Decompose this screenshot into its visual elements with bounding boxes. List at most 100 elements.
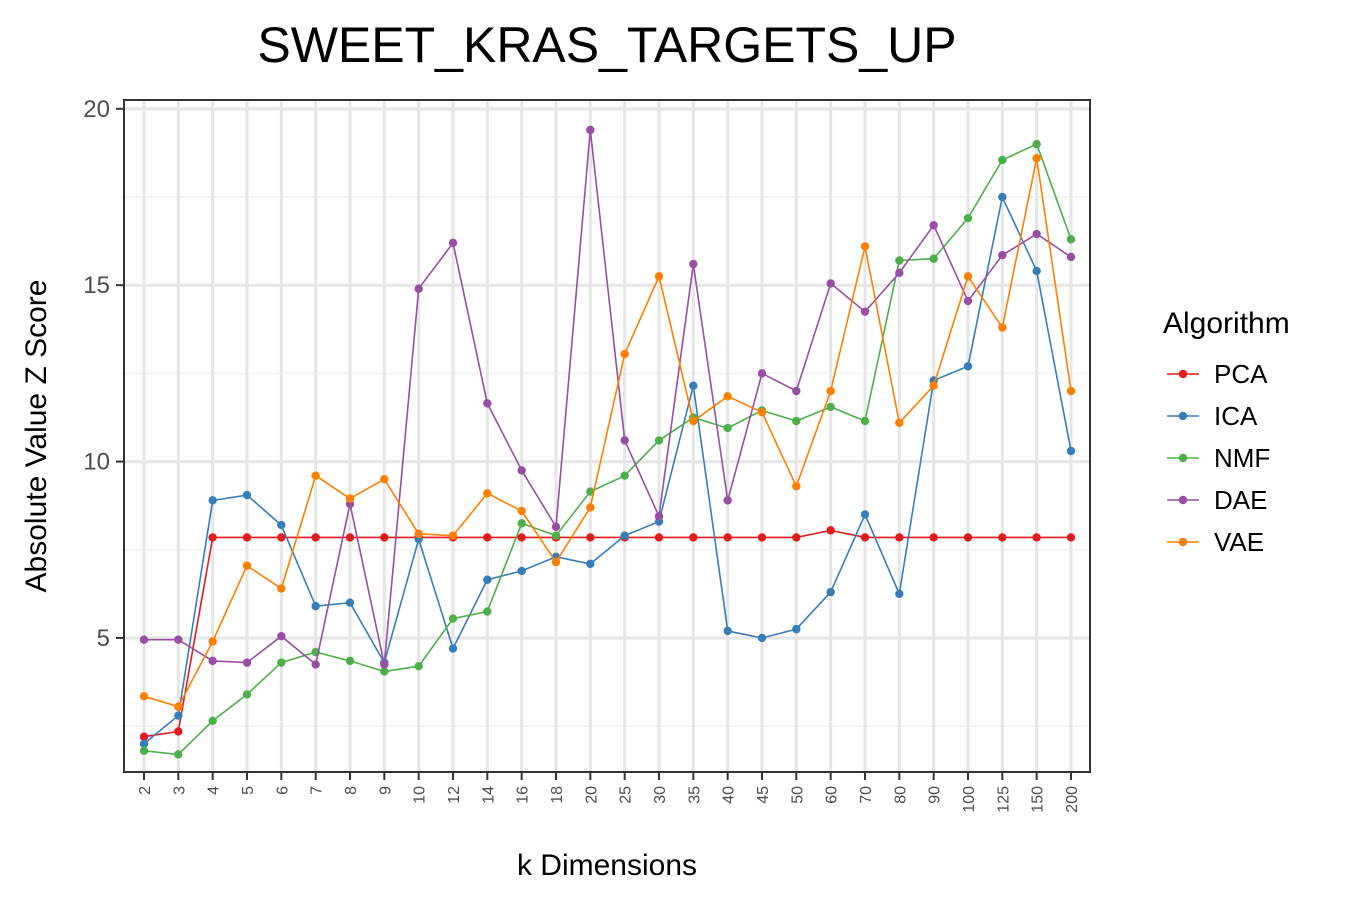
series-layer [139, 125, 1076, 759]
data-point [1066, 533, 1076, 542]
data-point [586, 533, 595, 542]
data-point [860, 416, 870, 426]
series-line [143, 194, 1072, 745]
legend-label: ICA [1214, 401, 1258, 431]
data-point [345, 494, 355, 503]
data-point [517, 466, 526, 475]
data-point [792, 416, 801, 426]
data-point [998, 323, 1007, 332]
data-point [311, 660, 320, 669]
data-point [963, 296, 973, 306]
data-point [998, 533, 1007, 542]
x-tick-label: 150 [1030, 786, 1047, 813]
data-point [517, 506, 526, 516]
data-point [998, 192, 1007, 202]
data-point [483, 533, 492, 542]
data-point [139, 732, 149, 741]
legend-label: VAE [1214, 527, 1264, 557]
x-tick-label: 3 [171, 786, 188, 795]
data-point [620, 349, 629, 359]
data-point [998, 155, 1007, 165]
data-point [1032, 229, 1041, 239]
data-point [654, 436, 664, 445]
data-point [208, 533, 217, 542]
data-point [689, 416, 698, 426]
data-point [139, 691, 149, 701]
x-tick-label: 16 [515, 786, 532, 804]
legend-item-dae: DAE [1167, 485, 1267, 515]
series-line [143, 158, 1072, 708]
data-point [586, 559, 595, 569]
data-point [380, 660, 389, 669]
data-point [448, 531, 458, 540]
y-axis-title: Absolute Value Z Score [20, 280, 53, 593]
x-tick-label: 90 [927, 786, 944, 804]
data-point [620, 471, 629, 480]
data-point [929, 381, 938, 390]
data-point [654, 533, 664, 542]
data-point [483, 575, 492, 584]
data-point [689, 259, 698, 269]
x-tick-label: 20 [583, 786, 600, 804]
x-tick-label: 30 [652, 786, 669, 804]
data-point [139, 635, 149, 644]
data-point [345, 598, 355, 607]
data-point [517, 519, 526, 528]
x-axis: 2 3 4 5 6 7 8 9 10 12 14 16 18 20 25 30 35 40 45 50 60 70 80 90… [137, 772, 1081, 813]
data-point [242, 658, 252, 667]
data-point [895, 589, 904, 599]
chart-title: SWEET_KRAS_TARGETS_UP [257, 17, 956, 73]
x-tick-label: 8 [343, 786, 360, 795]
series-nmf [139, 139, 1076, 759]
x-tick-label: 100 [961, 786, 978, 813]
x-tick-label: 50 [789, 786, 806, 804]
data-point [689, 533, 698, 542]
data-point [1032, 154, 1041, 163]
series-dae [139, 125, 1076, 669]
series-vae [139, 154, 1076, 711]
data-point [551, 522, 561, 532]
x-tick-label: 25 [618, 786, 635, 804]
data-point [380, 533, 389, 542]
data-point [208, 656, 217, 666]
data-point [963, 533, 973, 542]
legend-item-vae: VAE [1167, 527, 1264, 557]
data-point [723, 392, 732, 401]
x-tick-label: 200 [1064, 786, 1081, 813]
data-point [826, 279, 835, 288]
data-point [654, 272, 664, 281]
data-point [277, 584, 286, 593]
data-point [345, 533, 355, 542]
data-point [208, 637, 217, 646]
data-point [723, 423, 732, 433]
data-point [448, 644, 458, 653]
data-point [792, 624, 801, 634]
data-point [1066, 252, 1076, 262]
legend-marker [1178, 369, 1188, 379]
data-point [242, 490, 252, 500]
data-point [277, 631, 286, 641]
legend-label: NMF [1214, 443, 1270, 473]
legend-label: DAE [1214, 485, 1267, 515]
data-point [792, 482, 801, 491]
legend-label: PCA [1214, 359, 1268, 389]
data-point [174, 702, 183, 711]
data-point [586, 503, 595, 512]
y-axis: 5 10 15 20 [83, 96, 124, 652]
data-point [208, 716, 217, 726]
data-point [551, 531, 561, 540]
data-point [586, 125, 595, 135]
data-point [860, 242, 870, 251]
data-point [311, 602, 320, 611]
data-point [448, 238, 458, 248]
data-point [242, 533, 252, 542]
y-tick-label: 15 [83, 272, 110, 299]
data-point [208, 496, 217, 505]
x-tick-label: 10 [412, 786, 429, 804]
data-point [757, 369, 767, 378]
data-point [517, 566, 526, 576]
data-point [929, 533, 938, 542]
data-point [826, 526, 835, 535]
data-point [792, 386, 801, 396]
data-point [174, 635, 183, 644]
